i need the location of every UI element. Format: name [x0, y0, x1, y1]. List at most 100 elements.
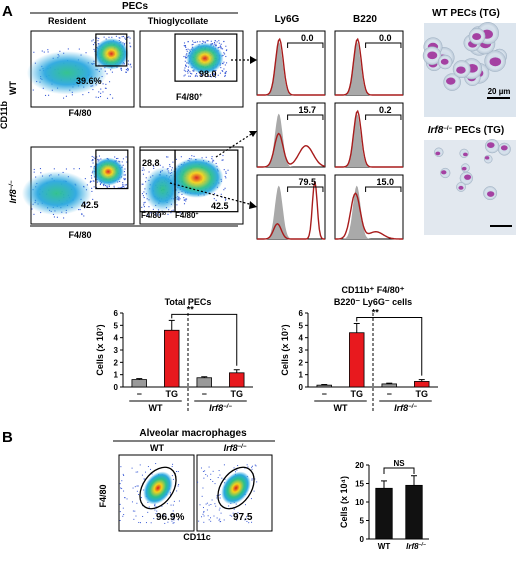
alveolar-event [153, 518, 155, 520]
alveolar-event [147, 466, 149, 468]
histogram-control-fill [335, 113, 403, 167]
flow-event [96, 37, 98, 39]
flow-event [183, 69, 185, 71]
bar-category-label: − [387, 389, 392, 399]
flow-event [225, 70, 227, 73]
flow-event [120, 69, 123, 71]
flow-event [144, 201, 146, 203]
alveolar-event [171, 475, 173, 477]
flow-event [172, 209, 174, 211]
flow-event [121, 186, 123, 188]
flow-event [129, 37, 131, 39]
alveolar-event [136, 485, 138, 487]
alveolar-event [251, 479, 253, 481]
flow-event [213, 198, 215, 200]
alveolar-event [202, 470, 204, 472]
flow-event [97, 158, 99, 160]
flow-event [224, 175, 226, 178]
alveolar-event [207, 515, 209, 517]
alveolar-event [203, 477, 205, 479]
flow-event [119, 161, 121, 163]
bar-y-tick-label: 2 [299, 358, 304, 367]
alveolar-event [154, 505, 156, 507]
flow-event [225, 198, 227, 200]
flow-event [81, 213, 83, 215]
flow-event [187, 69, 189, 71]
cell-nucleus [427, 51, 438, 60]
flow-event [53, 168, 55, 170]
flow-event [59, 50, 61, 52]
flow-event [191, 44, 193, 46]
flow-event [225, 49, 227, 52]
flow-event [172, 161, 174, 163]
flow-event [184, 70, 186, 72]
histogram-0-1: 0.0 [334, 30, 404, 96]
flow-event [92, 159, 94, 161]
flow-event [213, 73, 215, 75]
alveolar-event [171, 465, 173, 467]
x-axis-f480-bottom: F4/80 [68, 230, 91, 240]
flow-density-blob [21, 171, 92, 216]
flow-event [170, 212, 172, 214]
flow-event [142, 195, 144, 197]
flow-event [193, 41, 195, 44]
flow-event [219, 45, 221, 47]
alveolar-event [246, 464, 248, 466]
flow-event [122, 158, 124, 160]
flow-event [141, 206, 143, 208]
alveolar-event [254, 464, 256, 466]
alveolar-event [135, 515, 137, 517]
flow-event [150, 212, 152, 214]
alveolar-event [172, 463, 174, 465]
alveolar-event [197, 481, 199, 483]
flow-event [148, 206, 150, 208]
flow-event [219, 72, 221, 74]
cell-nucleus [440, 58, 449, 65]
bar-category-label: Irf8−/− [406, 542, 426, 551]
flow-event [201, 75, 203, 77]
flow-event [91, 155, 93, 158]
flow-event [189, 71, 191, 73]
flow-event [220, 193, 222, 195]
bar [381, 383, 397, 388]
cell-nucleus [456, 66, 466, 74]
alveolar-plot-1 [196, 454, 273, 532]
alveolar-event [131, 501, 133, 503]
alveolar-event [140, 497, 142, 499]
flow-event [103, 36, 105, 38]
alveolar-event [165, 515, 167, 517]
alveolar-event [169, 493, 171, 495]
alveolar-event [176, 470, 178, 472]
flow-event [123, 35, 125, 38]
flow-event [92, 88, 94, 91]
flow-event [191, 155, 193, 157]
flow-event [211, 158, 213, 160]
alveolar-event [202, 487, 204, 489]
bar-group-label: WT [149, 403, 163, 413]
histogram-gate [287, 114, 324, 120]
flow-event [214, 76, 217, 78]
flow-event [40, 172, 42, 174]
flow-event [120, 68, 122, 70]
flow-event [145, 177, 147, 179]
alveolar-density [143, 471, 173, 505]
alveolar-event [250, 498, 252, 500]
alveolar-event [206, 509, 208, 511]
flow-event [127, 67, 129, 69]
alveolar-event [136, 502, 138, 504]
alveolar-event [124, 497, 126, 499]
alveolar-event [143, 478, 145, 480]
flow-event [32, 89, 34, 91]
bar-y-tick-label: 5 [299, 321, 304, 330]
col-resident: Resident [48, 16, 86, 26]
flow-event [156, 211, 158, 213]
bar-y-tick-label: 3 [299, 346, 304, 355]
alveolar-event [236, 519, 238, 521]
flow-event [207, 40, 209, 42]
alveolar-event [220, 512, 222, 514]
wt-tg-gate-label: F4/80+ [176, 92, 203, 102]
flow-event [104, 185, 107, 187]
flow-event [209, 74, 211, 76]
flow-event [191, 73, 193, 75]
